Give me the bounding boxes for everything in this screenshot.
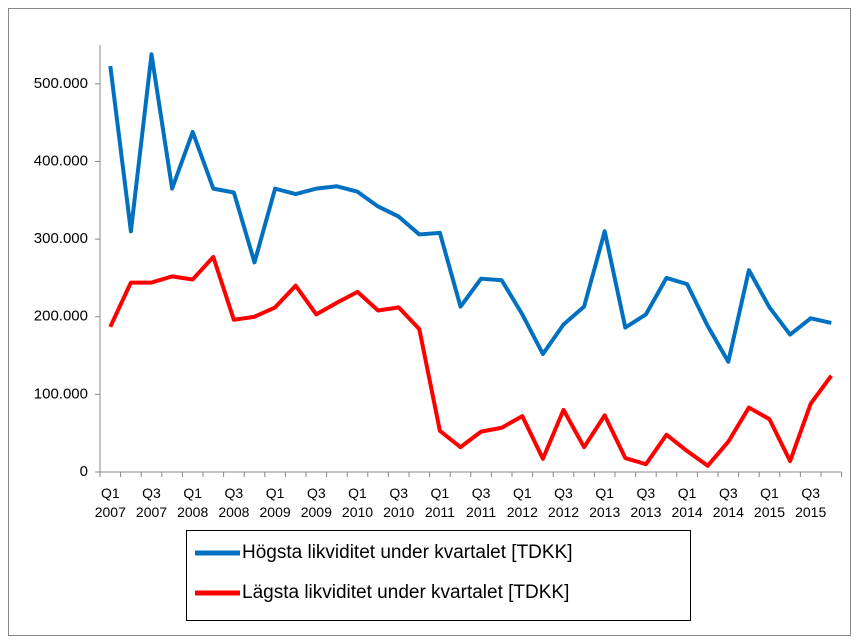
- y-tick-label: 100.000: [34, 385, 88, 402]
- x-tick-label: Q1 2014: [671, 485, 703, 520]
- legend-label: Lägsta likviditet under kvartalet [TDKK]: [242, 582, 569, 603]
- y-tick-label: 200.000: [34, 308, 88, 325]
- y-tick-label: 300.000: [34, 230, 88, 247]
- y-tick-label: 0: [80, 463, 88, 480]
- x-tick-label: Q1 2010: [341, 485, 374, 520]
- y-tick-label: 400.000: [34, 152, 88, 169]
- legend-label: Högsta likviditet under kvartalet [TDKK]: [242, 542, 573, 563]
- series-line: [108, 254, 833, 468]
- x-tick-label: Q3 2014: [712, 485, 744, 520]
- x-tick-label: Q3 2009: [300, 485, 332, 520]
- series-line: [108, 52, 832, 364]
- y-tick-label: 500.000: [34, 75, 88, 92]
- x-tick-label: Q1 2012: [506, 485, 538, 520]
- x-tick-label: Q1 2008: [177, 485, 209, 520]
- x-tick-label: Q1 2007: [94, 485, 126, 520]
- x-tick-label: Q1 2013: [589, 485, 621, 520]
- x-tick-label: Q3 2008: [218, 485, 250, 520]
- x-tick-label: Q3 2013: [630, 485, 662, 520]
- x-tick-label: Q1 2011: [424, 485, 455, 520]
- x-tick-label: Q3 2015: [795, 485, 827, 520]
- x-tick-label: Q1 2015: [753, 485, 786, 520]
- legend-box: [186, 530, 691, 621]
- x-tick-label: Q3 2007: [135, 485, 168, 520]
- x-tick-label: Q1 2009: [259, 485, 291, 520]
- x-tick-label: Q3 2011: [466, 485, 497, 520]
- x-tick-label: Q3 2012: [547, 485, 580, 520]
- x-tick-label: Q3 2010: [383, 485, 415, 520]
